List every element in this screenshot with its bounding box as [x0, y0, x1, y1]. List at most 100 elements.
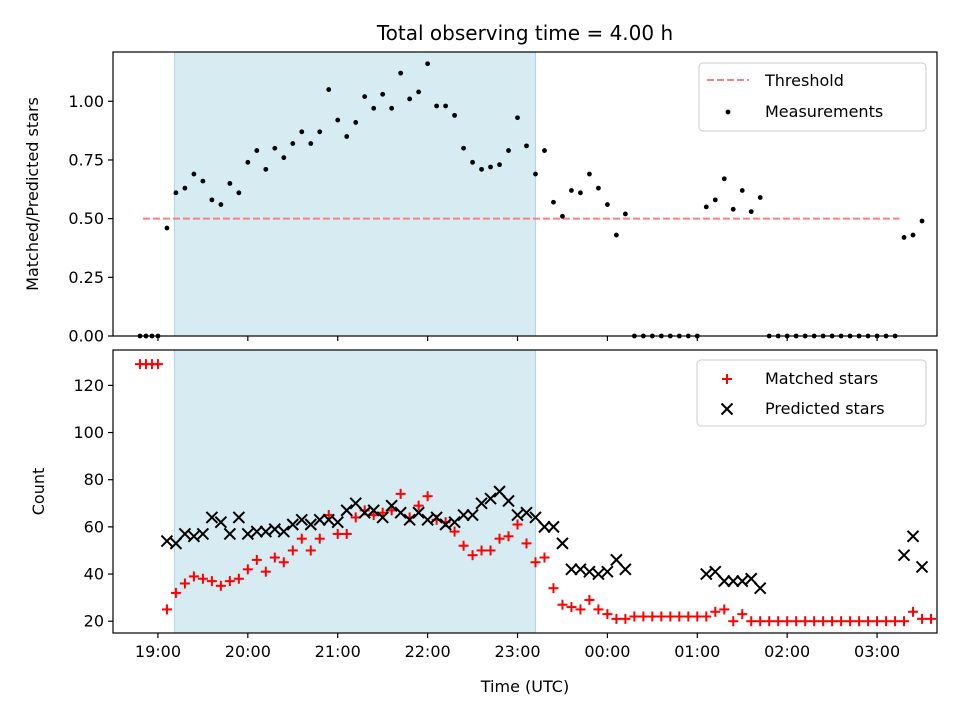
- x-tick-label: 00:00: [584, 642, 630, 661]
- matched-point: [854, 616, 865, 627]
- matched-point: [683, 611, 694, 622]
- matched-point: [692, 611, 703, 622]
- measurement-point: [488, 164, 493, 170]
- x-tick-label: 03:00: [854, 642, 900, 661]
- measurement-point: [613, 232, 619, 238]
- matched-point: [899, 616, 910, 627]
- matched-point: [719, 604, 730, 615]
- measurement-point: [443, 103, 448, 109]
- bottom-y-ticks: 20 40 60 80 100 120: [73, 376, 113, 631]
- bottom-y-tick-label: 120: [73, 376, 104, 395]
- measurement-point: [910, 232, 916, 238]
- matched-point: [602, 609, 613, 620]
- legend-matched-swatch: [722, 374, 732, 384]
- predicted-point: [565, 563, 578, 576]
- predicted-point: [178, 527, 192, 541]
- predicted-point: [502, 494, 515, 508]
- matched-point: [188, 571, 199, 582]
- matched-point: [755, 616, 766, 627]
- measurement-point: [622, 211, 628, 217]
- predicted-point: [160, 534, 174, 548]
- matched-point: [782, 616, 793, 627]
- measurement-point: [515, 115, 520, 121]
- predicted-point: [394, 506, 407, 519]
- measurement-point: [757, 195, 763, 200]
- legend-predicted-label: Predicted stars: [765, 399, 885, 418]
- predicted-point: [538, 520, 551, 534]
- measurement-point: [218, 202, 224, 207]
- matched-point: [539, 552, 550, 563]
- bottom-x-ticks: 19:00 20:00 21:00 22:00 23:00 00:00 01:00 02:00…: [135, 633, 900, 661]
- measurement-point: [299, 129, 305, 135]
- measurement-point: [748, 209, 754, 215]
- predicted-point: [493, 485, 506, 498]
- top-legend-box: [698, 62, 927, 132]
- predicted-point: [196, 527, 210, 541]
- matched-point: [170, 587, 181, 598]
- measurement-point: [371, 105, 377, 111]
- predicted-point: [268, 523, 282, 536]
- matched-point: [548, 583, 559, 594]
- x-tick-label: 21:00: [315, 642, 361, 661]
- matched-point: [287, 545, 298, 556]
- x-tick-label: 02:00: [764, 642, 810, 661]
- measurement-point: [407, 96, 413, 102]
- matched-point: [881, 616, 892, 627]
- legend-predicted-swatch: [720, 402, 734, 416]
- predicted-point: [304, 518, 317, 531]
- measurement-point: [398, 70, 404, 76]
- predicted-point: [430, 511, 443, 524]
- legend-measurements-label: Measurements: [765, 102, 883, 121]
- matched-point: [611, 613, 622, 624]
- measurement-point: [308, 141, 314, 146]
- matched-point: [647, 611, 658, 622]
- measurement-point: [452, 112, 457, 118]
- bottom-y-tick-label: 80: [84, 470, 104, 489]
- matched-point: [521, 538, 532, 549]
- matched-point: [575, 604, 586, 615]
- predicted-point: [547, 520, 560, 534]
- measurement-point: [326, 87, 332, 92]
- measurement-point: [335, 117, 341, 123]
- predicted-point: [259, 525, 273, 538]
- measurement-point: [290, 141, 296, 146]
- matched-point: [620, 613, 631, 624]
- predicted-point: [475, 497, 488, 510]
- matched-point: [242, 564, 253, 575]
- predicted-point: [754, 581, 767, 595]
- predicted-point: [313, 513, 326, 527]
- measurement-point: [542, 148, 547, 153]
- matched-point: [809, 616, 820, 627]
- measurement-point: [344, 134, 350, 139]
- predicted-point: [250, 525, 264, 538]
- matched-point: [827, 616, 838, 627]
- predicted-point: [529, 511, 542, 524]
- measurement-point: [191, 171, 197, 177]
- top-panel: 0.00 0.25 0.50 0.75 1.00 Total observing tim…: [23, 21, 938, 346]
- predicted-point: [448, 515, 461, 529]
- predicted-point: [457, 508, 470, 522]
- measurement-point: [182, 185, 188, 191]
- top-y-tick-label: 0.75: [68, 150, 104, 169]
- predicted-point: [466, 508, 479, 522]
- measurement-point: [730, 206, 736, 212]
- matched-stars-series: [134, 359, 937, 627]
- predicted-point: [592, 567, 605, 581]
- legend-matched-label: Matched stars: [765, 369, 878, 388]
- top-y-tick-label: 0.50: [68, 209, 104, 228]
- matched-point: [701, 611, 712, 622]
- predicted-point: [718, 574, 731, 588]
- measurement-point: [281, 155, 287, 161]
- top-y-tick-label: 0.00: [68, 327, 104, 346]
- matched-point: [836, 616, 847, 627]
- measurement-point: [173, 190, 179, 196]
- predicted-point: [439, 518, 452, 531]
- matched-point: [764, 616, 775, 627]
- measurement-point: [560, 213, 565, 219]
- matched-point: [584, 594, 595, 605]
- x-tick-label: 01:00: [674, 642, 720, 661]
- predicted-point: [511, 508, 524, 522]
- x-axis-label: Time (UTC): [480, 677, 569, 696]
- predicted-point: [340, 504, 353, 517]
- measurement-point: [712, 197, 718, 203]
